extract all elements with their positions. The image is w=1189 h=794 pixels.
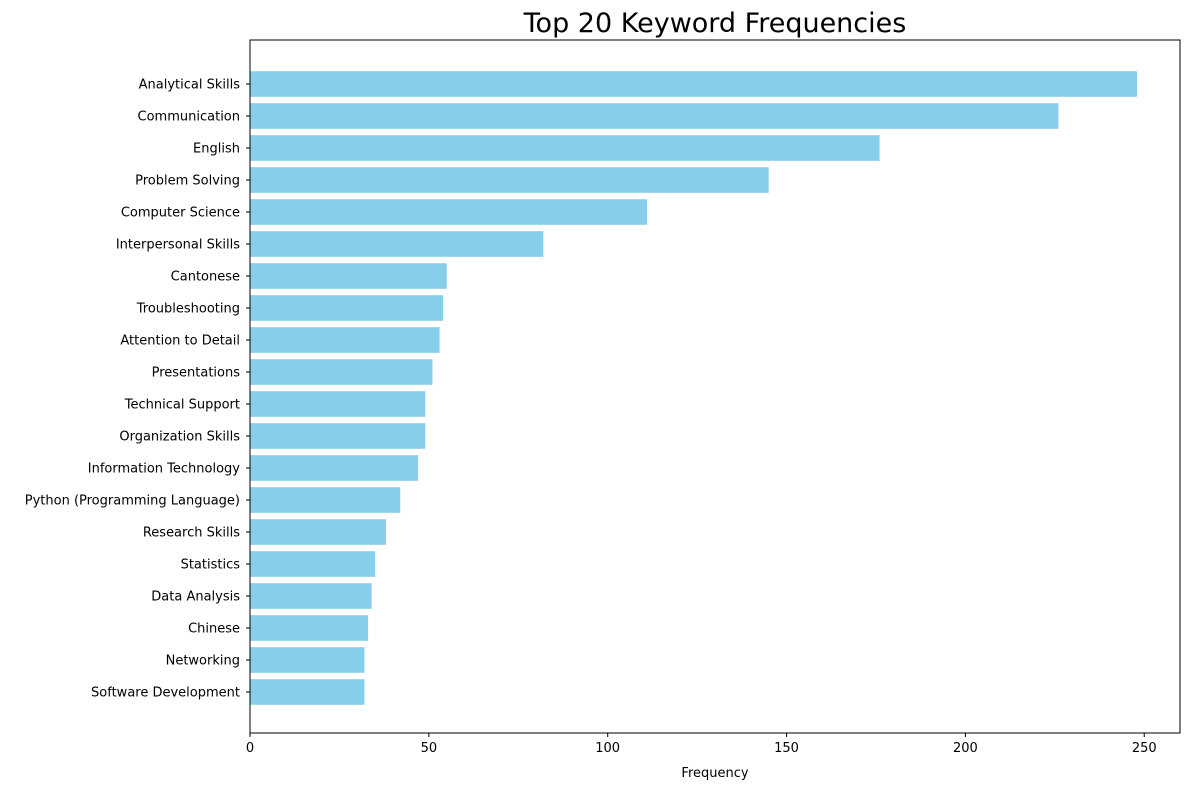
bar-python-programming-language — [250, 487, 401, 513]
y-tick-label: Data Analysis — [151, 590, 240, 605]
y-tick-label: Interpersonal Skills — [116, 238, 240, 253]
y-tick-label: Technical Support — [124, 398, 240, 413]
y-tick-label: Organization Skills — [119, 430, 240, 445]
chart-title: Top 20 Keyword Frequencies — [523, 8, 907, 39]
bar-technical-support — [250, 391, 426, 417]
y-tick-label: Communication — [138, 110, 240, 125]
x-axis-ticks: 0 50 100 150 200 250 — [246, 733, 1157, 756]
x-axis-label: Frequency — [681, 766, 748, 781]
x-tick-label: 250 — [1132, 741, 1157, 756]
y-tick-label: Attention to Detail — [120, 334, 240, 349]
y-tick-label: Analytical Skills — [139, 78, 241, 93]
x-tick-label: 50 — [421, 741, 438, 756]
y-tick-label: Computer Science — [121, 206, 240, 221]
y-tick-label: Statistics — [181, 558, 241, 573]
y-tick-label: Python (Programming Language) — [25, 494, 240, 509]
bar-cantonese — [250, 263, 447, 289]
bar-information-technology — [250, 455, 419, 481]
y-tick-label: English — [193, 142, 240, 157]
x-tick-label: 0 — [246, 741, 254, 756]
bar-networking — [250, 647, 365, 673]
y-tick-label: Networking — [166, 654, 240, 669]
plot-area-frame — [249, 39, 1181, 734]
x-tick-label: 150 — [774, 741, 799, 756]
bar-troubleshooting — [250, 295, 444, 321]
y-tick-label: Research Skills — [143, 526, 240, 541]
y-tick-label: Information Technology — [88, 462, 241, 477]
bar-data-analysis — [250, 583, 372, 609]
bar-problem-solving — [250, 167, 769, 193]
bar-english — [250, 135, 880, 161]
x-tick-label: 100 — [595, 741, 620, 756]
bar-statistics — [250, 551, 376, 577]
bar-computer-science — [250, 199, 648, 225]
bar-interpersonal-skills — [250, 231, 544, 257]
bars-layer — [250, 71, 1138, 705]
y-tick-label: Cantonese — [171, 270, 240, 285]
y-axis-ticks: Analytical Skills Communication English Pro… — [25, 78, 250, 701]
bar-attention-to-detail — [250, 327, 440, 353]
x-tick-label: 200 — [953, 741, 978, 756]
bar-communication — [250, 103, 1059, 129]
bar-presentations — [250, 359, 433, 385]
bar-organization-skills — [250, 423, 426, 449]
bar-chinese — [250, 615, 369, 641]
y-tick-label: Software Development — [91, 686, 240, 701]
y-tick-label: Troubleshooting — [136, 302, 240, 317]
y-tick-label: Problem Solving — [135, 174, 240, 189]
y-tick-label: Presentations — [152, 366, 241, 381]
y-tick-label: Chinese — [188, 622, 240, 637]
bar-software-development — [250, 679, 365, 705]
bar-analytical-skills — [250, 71, 1138, 97]
bar-research-skills — [250, 519, 386, 545]
